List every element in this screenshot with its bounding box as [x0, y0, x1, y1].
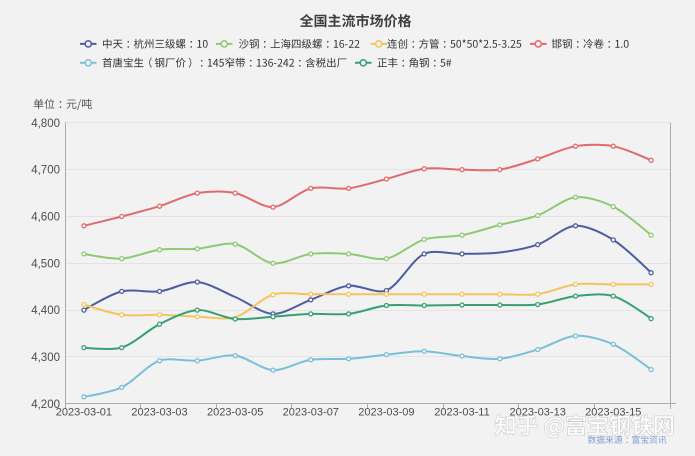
svg-text:4,600: 4,600: [31, 212, 60, 224]
svg-text:2023-03-13: 2023-03-13: [510, 407, 566, 419]
svg-text:4,700: 4,700: [31, 165, 60, 177]
svg-text:2023-03-03: 2023-03-03: [131, 407, 187, 419]
svg-text:4,500: 4,500: [31, 258, 60, 270]
svg-text:2023-03-01: 2023-03-01: [56, 407, 112, 419]
svg-text:2023-03-09: 2023-03-09: [358, 407, 414, 419]
svg-text:4,300: 4,300: [31, 352, 60, 364]
svg-text:2023-03-11: 2023-03-11: [434, 407, 489, 419]
svg-text:4,200: 4,200: [31, 399, 60, 411]
svg-text:2023-03-05: 2023-03-05: [207, 407, 263, 419]
svg-text:4,800: 4,800: [31, 118, 60, 130]
svg-text:2023-03-07: 2023-03-07: [283, 407, 339, 419]
svg-text:4,400: 4,400: [31, 305, 60, 317]
